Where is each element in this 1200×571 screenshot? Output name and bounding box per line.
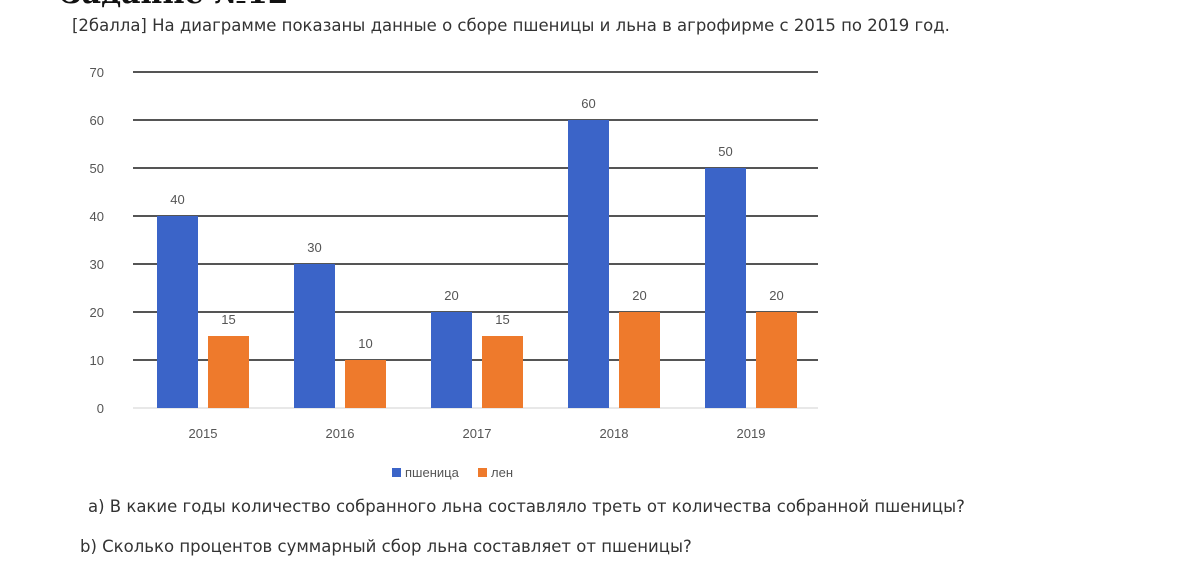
bar-лен — [208, 336, 249, 408]
bar-пшеница — [157, 216, 198, 408]
legend-label: лен — [491, 465, 513, 480]
x-tick-label: 2019 — [737, 426, 766, 441]
data-label: 30 — [307, 240, 321, 255]
question-b: b) Сколько процентов суммарный сбор льна… — [80, 537, 692, 556]
bar-лен — [482, 336, 523, 408]
data-label: 50 — [718, 144, 732, 159]
y-tick-label: 50 — [90, 161, 104, 176]
y-tick-label: 40 — [90, 209, 104, 224]
bar-лен — [345, 360, 386, 408]
data-label: 15 — [221, 312, 235, 327]
bar-пшеница — [568, 120, 609, 408]
y-tick-label: 20 — [90, 305, 104, 320]
y-tick-label: 60 — [90, 113, 104, 128]
data-label: 40 — [170, 192, 184, 207]
data-label: 20 — [444, 288, 458, 303]
bar-пшеница — [294, 264, 335, 408]
y-tick-label: 30 — [90, 257, 104, 272]
data-label: 20 — [769, 288, 783, 303]
legend-label: пшеница — [405, 465, 460, 480]
legend-swatch — [392, 468, 401, 477]
task-heading: Задание №12 — [60, 0, 289, 11]
data-label: 60 — [581, 96, 595, 111]
bar-пшеница — [705, 168, 746, 408]
question-a: а) В какие годы количество собранного ль… — [88, 497, 965, 516]
legend-swatch — [478, 468, 487, 477]
x-tick-label: 2016 — [326, 426, 355, 441]
data-label: 20 — [632, 288, 646, 303]
task-intro: [2балла] На диаграмме показаны данные о … — [72, 16, 950, 35]
bar-лен — [619, 312, 660, 408]
x-tick-label: 2015 — [189, 426, 218, 441]
y-tick-label: 70 — [90, 65, 104, 80]
x-tick-label: 2018 — [600, 426, 629, 441]
data-label: 15 — [495, 312, 509, 327]
bar-пшеница — [431, 312, 472, 408]
y-tick-label: 10 — [90, 353, 104, 368]
x-tick-label: 2017 — [463, 426, 492, 441]
y-tick-label: 0 — [97, 401, 104, 416]
data-label: 10 — [358, 336, 372, 351]
bar-лен — [756, 312, 797, 408]
